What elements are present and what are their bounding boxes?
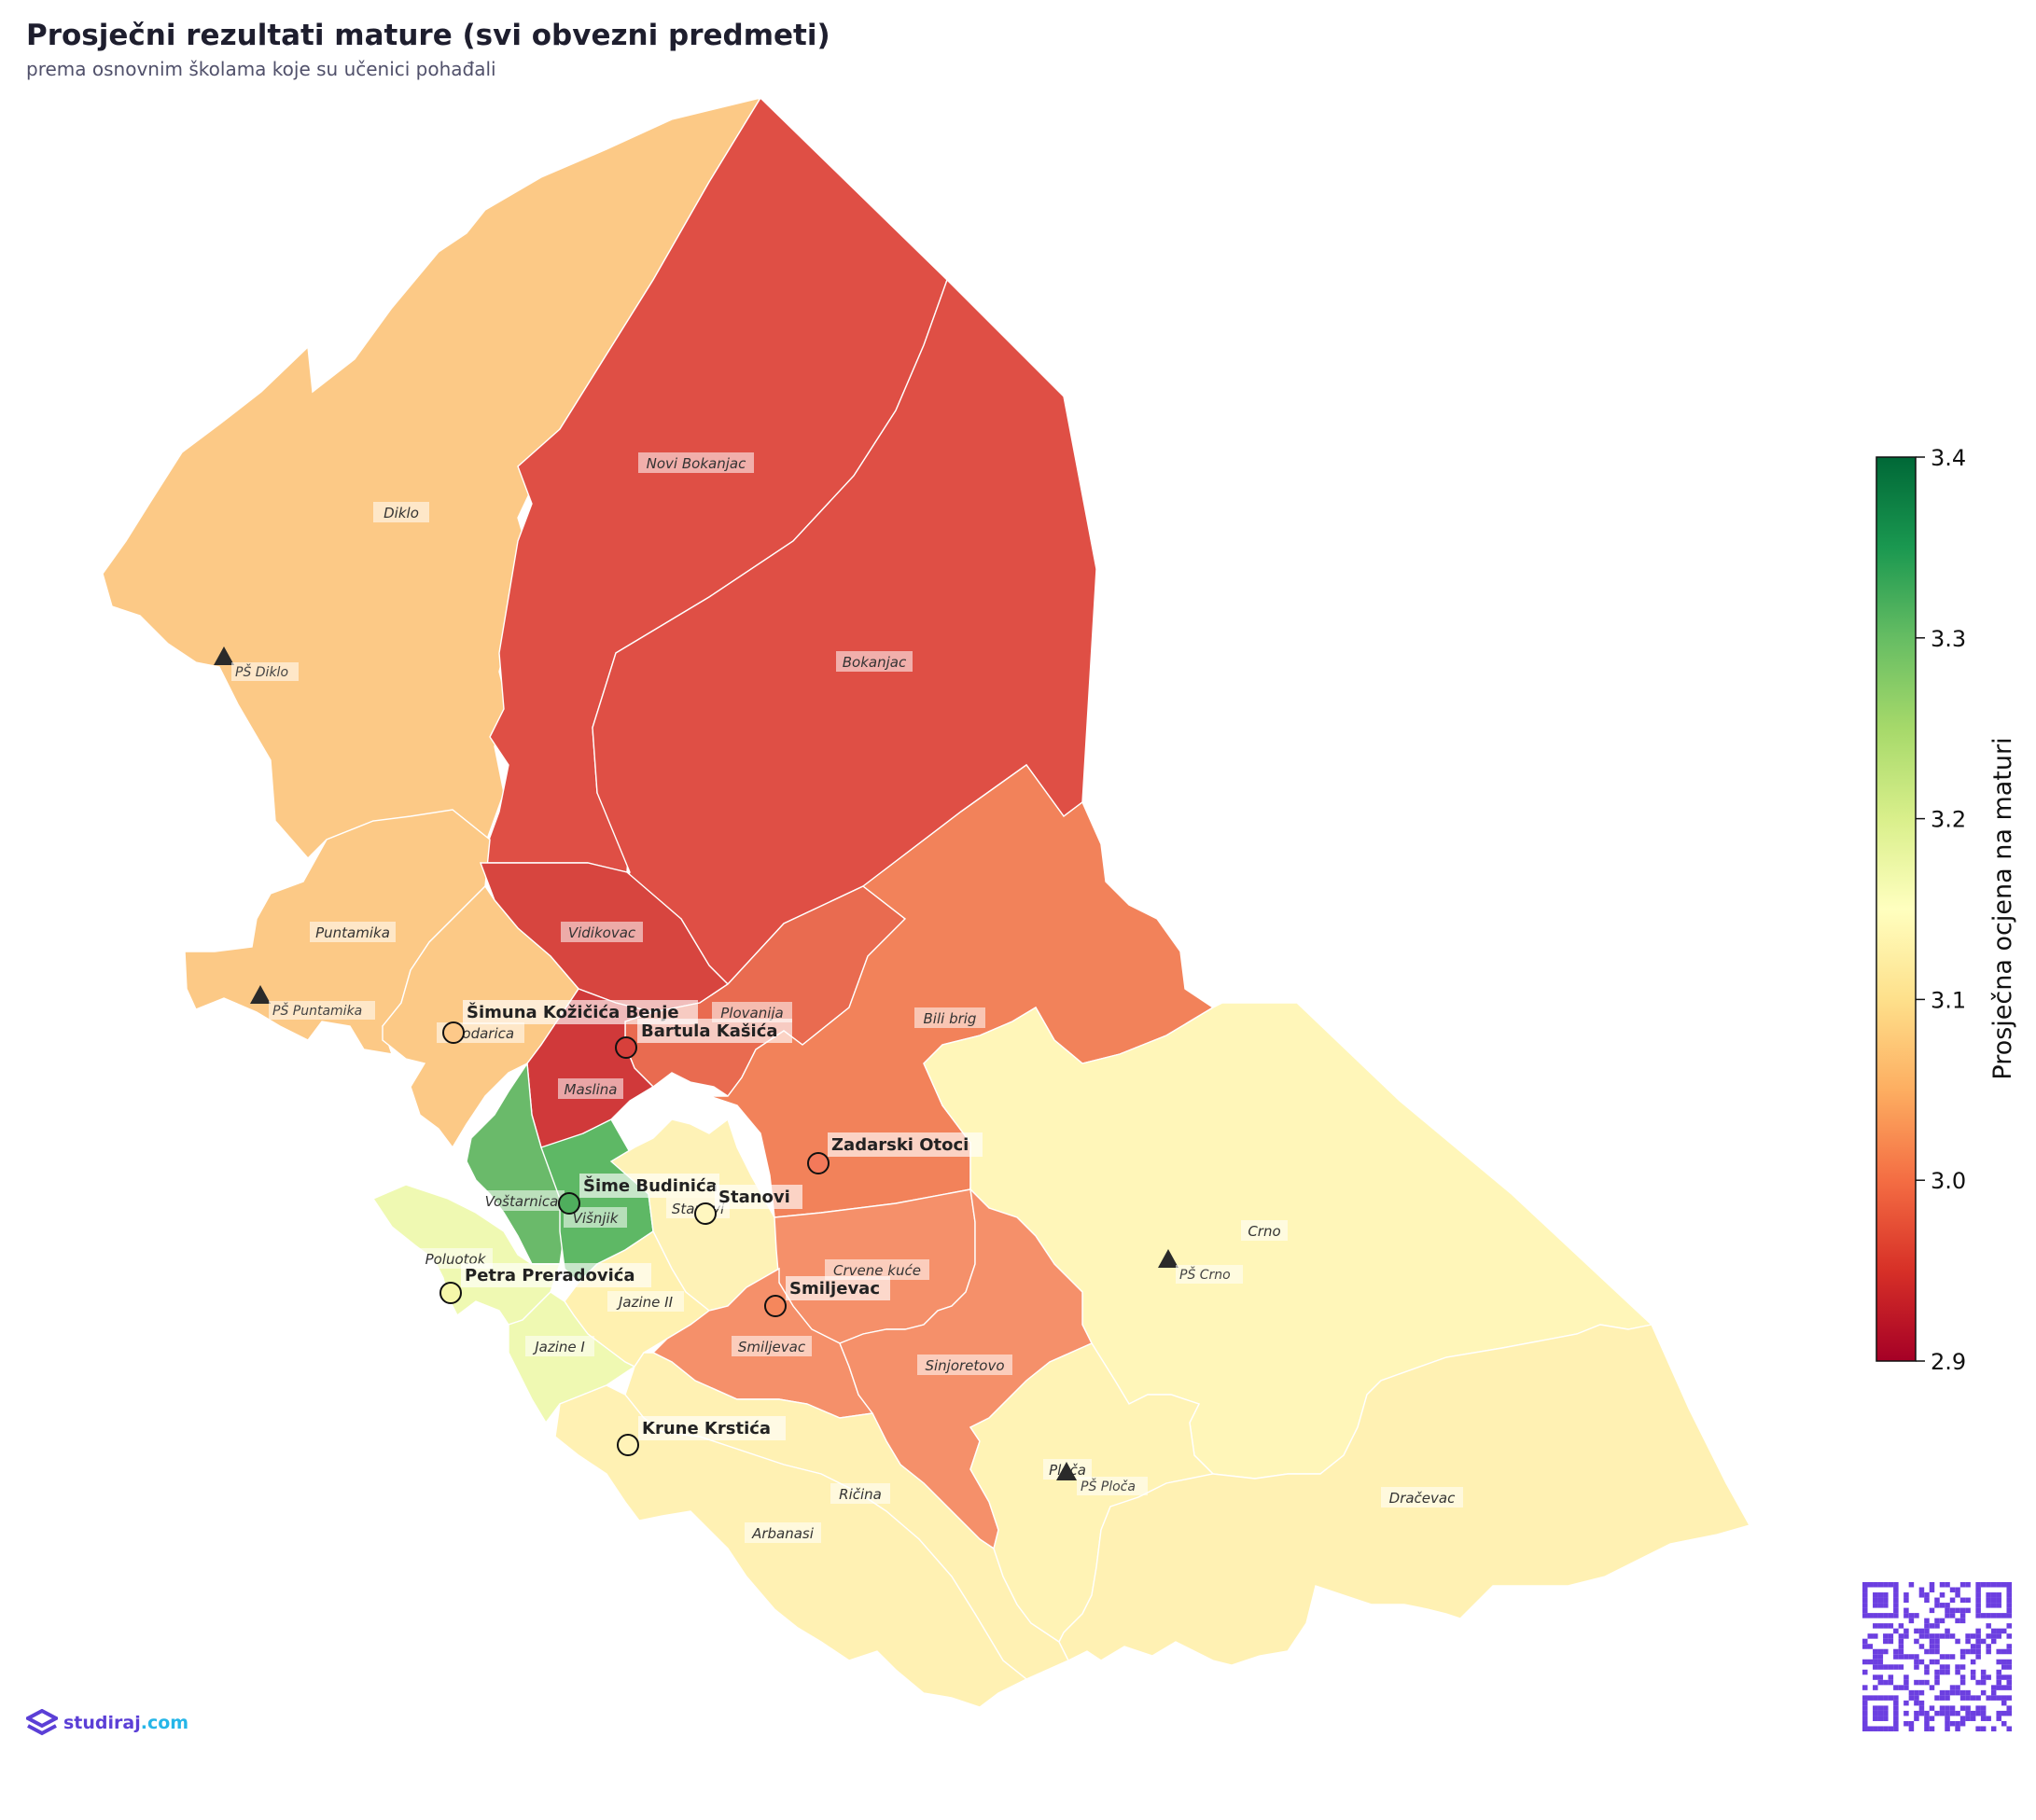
label-bili-brig: Bili brig — [914, 1007, 985, 1028]
map-subtitle: prema osnovnim školama koje su učenici p… — [26, 58, 496, 80]
branch-school-pš-ploča[interactable]: PŠ Ploča — [1056, 1462, 1148, 1495]
label-diklo: Diklo — [373, 502, 429, 522]
branch-school-pš-diklo[interactable]: PŠ Diklo — [214, 646, 299, 681]
label-plovanija: Plovanija — [712, 1002, 792, 1022]
school-marker — [439, 1282, 462, 1304]
school-zadarski-otoci[interactable]: Zadarski Otoci — [807, 1132, 983, 1174]
svg-text:Bokanjac: Bokanjac — [843, 654, 907, 671]
colorbar-tick-label: 3.0 — [1931, 1168, 1966, 1194]
school-marker — [694, 1202, 717, 1225]
triangle-icon — [214, 646, 234, 665]
colorbar-gradient — [1876, 456, 1917, 1362]
school-marker — [764, 1295, 787, 1317]
label-crvene-kuce: Crvene kuće — [825, 1259, 929, 1280]
school-marker — [615, 1036, 637, 1059]
label-smiljevac: Smiljevac — [732, 1336, 812, 1356]
studiraj-logo-icon — [26, 1709, 58, 1736]
svg-text:Krune Krstića: Krune Krstića — [642, 1419, 771, 1438]
svg-text:Jazine I: Jazine I — [532, 1339, 585, 1355]
svg-text:Stanovi: Stanovi — [718, 1188, 790, 1207]
label-jazine-i: Jazine I — [525, 1336, 594, 1356]
svg-text:Puntamika: Puntamika — [315, 924, 390, 941]
svg-text:Zadarski Otoci: Zadarski Otoci — [831, 1135, 969, 1155]
label-bokanjac: Bokanjac — [836, 651, 913, 672]
label-maslina: Maslina — [558, 1078, 623, 1099]
school-petra-preradovica[interactable]: Petra Preradovića — [439, 1263, 651, 1304]
svg-text:PŠ Ploča: PŠ Ploča — [1081, 1478, 1136, 1494]
branch-school-pš-crno[interactable]: PŠ Crno — [1158, 1249, 1243, 1284]
svg-text:Šime Budinića: Šime Budinića — [583, 1175, 718, 1196]
label-crno: Crno — [1241, 1220, 1288, 1241]
svg-text:Smiljevac: Smiljevac — [738, 1339, 806, 1355]
studiraj-logo-text: studiraj.com — [63, 1713, 189, 1733]
branch-school-pš-puntamika[interactable]: PŠ Puntamika — [250, 985, 375, 1020]
svg-text:Smiljevac: Smiljevac — [789, 1279, 880, 1299]
svg-text:PŠ Puntamika: PŠ Puntamika — [272, 1002, 362, 1019]
svg-text:Bili brig: Bili brig — [924, 1010, 977, 1027]
svg-text:Višnjik: Višnjik — [573, 1210, 620, 1227]
school-sime-budinica[interactable]: Šime Budinića — [558, 1174, 719, 1215]
label-visnjik: Višnjik — [564, 1207, 627, 1228]
label-vostarnica: Voštarnica — [479, 1190, 565, 1211]
svg-text:Voštarnica: Voštarnica — [485, 1193, 559, 1210]
triangle-icon — [1158, 1249, 1178, 1268]
colorbar: 3.4 3.3 3.2 3.1 3.0 2.9 Prosječna ocjena na m… — [1876, 445, 2017, 1375]
label-sinjoretovo: Sinjoretovo — [917, 1355, 1012, 1375]
colorbar-tick-label: 2.9 — [1931, 1349, 1966, 1375]
colorbar-tick-label: 3.3 — [1931, 626, 1966, 652]
school-marker — [442, 1021, 465, 1044]
label-ricina: Ričina — [830, 1483, 890, 1504]
school-smiljevac[interactable]: Smiljevac — [764, 1276, 890, 1317]
svg-text:Novi Bokanjac: Novi Bokanjac — [647, 455, 746, 472]
svg-text:Sinjoretovo: Sinjoretovo — [925, 1357, 1004, 1374]
studiraj-logo[interactable]: studiraj.com — [26, 1709, 188, 1737]
label-dracevac: Dračevac — [1381, 1487, 1463, 1507]
label-vidikovac: Vidikovac — [561, 922, 643, 942]
school-marker — [558, 1192, 580, 1215]
svg-text:Bartula Kašića: Bartula Kašića — [641, 1021, 778, 1041]
school-marker — [617, 1434, 639, 1456]
school-marker — [807, 1152, 830, 1174]
label-arbanasi: Arbanasi — [745, 1522, 821, 1543]
svg-text:Vidikovac: Vidikovac — [568, 924, 636, 941]
qr-code-icon[interactable] — [1862, 1582, 2012, 1731]
school-krune-krstica[interactable]: Krune Krstića — [617, 1416, 786, 1456]
svg-text:PŠ Diklo: PŠ Diklo — [235, 663, 288, 680]
region-jazine-i[interactable] — [508, 1291, 636, 1424]
svg-text:Arbanasi: Arbanasi — [751, 1525, 815, 1542]
svg-text:Šimuna Kožičića Benje: Šimuna Kožičića Benje — [467, 1002, 679, 1022]
svg-text:Petra Preradovića: Petra Preradovića — [465, 1266, 635, 1285]
svg-text:Ričina: Ričina — [839, 1486, 882, 1503]
svg-text:Crvene kuće: Crvene kuće — [833, 1262, 921, 1279]
label-novi-bokanjac: Novi Bokanjac — [638, 452, 754, 473]
school-bartula-kasica[interactable]: Bartula Kašića — [615, 1019, 792, 1059]
svg-text:Plovanija: Plovanija — [720, 1005, 784, 1021]
svg-text:Diklo: Diklo — [383, 505, 419, 521]
colorbar-tick-label: 3.4 — [1931, 445, 1966, 471]
label-jazine-ii: Jazine II — [607, 1291, 684, 1312]
svg-text:Jazine II: Jazine II — [616, 1294, 674, 1311]
svg-text:PŠ Crno: PŠ Crno — [1179, 1266, 1231, 1283]
colorbar-tick-label: 3.2 — [1931, 807, 1966, 833]
svg-text:Crno: Crno — [1248, 1223, 1280, 1240]
triangle-icon — [1056, 1462, 1077, 1480]
school-simuna-kozicica-benje[interactable]: Šimuna Kožičića Benje — [442, 1000, 698, 1044]
svg-text:Maslina: Maslina — [565, 1081, 618, 1098]
label-puntamika: Puntamika — [310, 922, 396, 942]
map-title: Prosječni rezultati mature (svi obvezni … — [26, 19, 830, 52]
school-stanovi[interactable]: Stanovi — [694, 1185, 802, 1225]
colorbar-tick-label: 3.1 — [1931, 987, 1966, 1013]
svg-text:Dračevac: Dračevac — [1389, 1490, 1456, 1507]
colorbar-label: Prosječna ocjena na maturi — [1988, 737, 2017, 1079]
triangle-icon — [250, 985, 271, 1004]
